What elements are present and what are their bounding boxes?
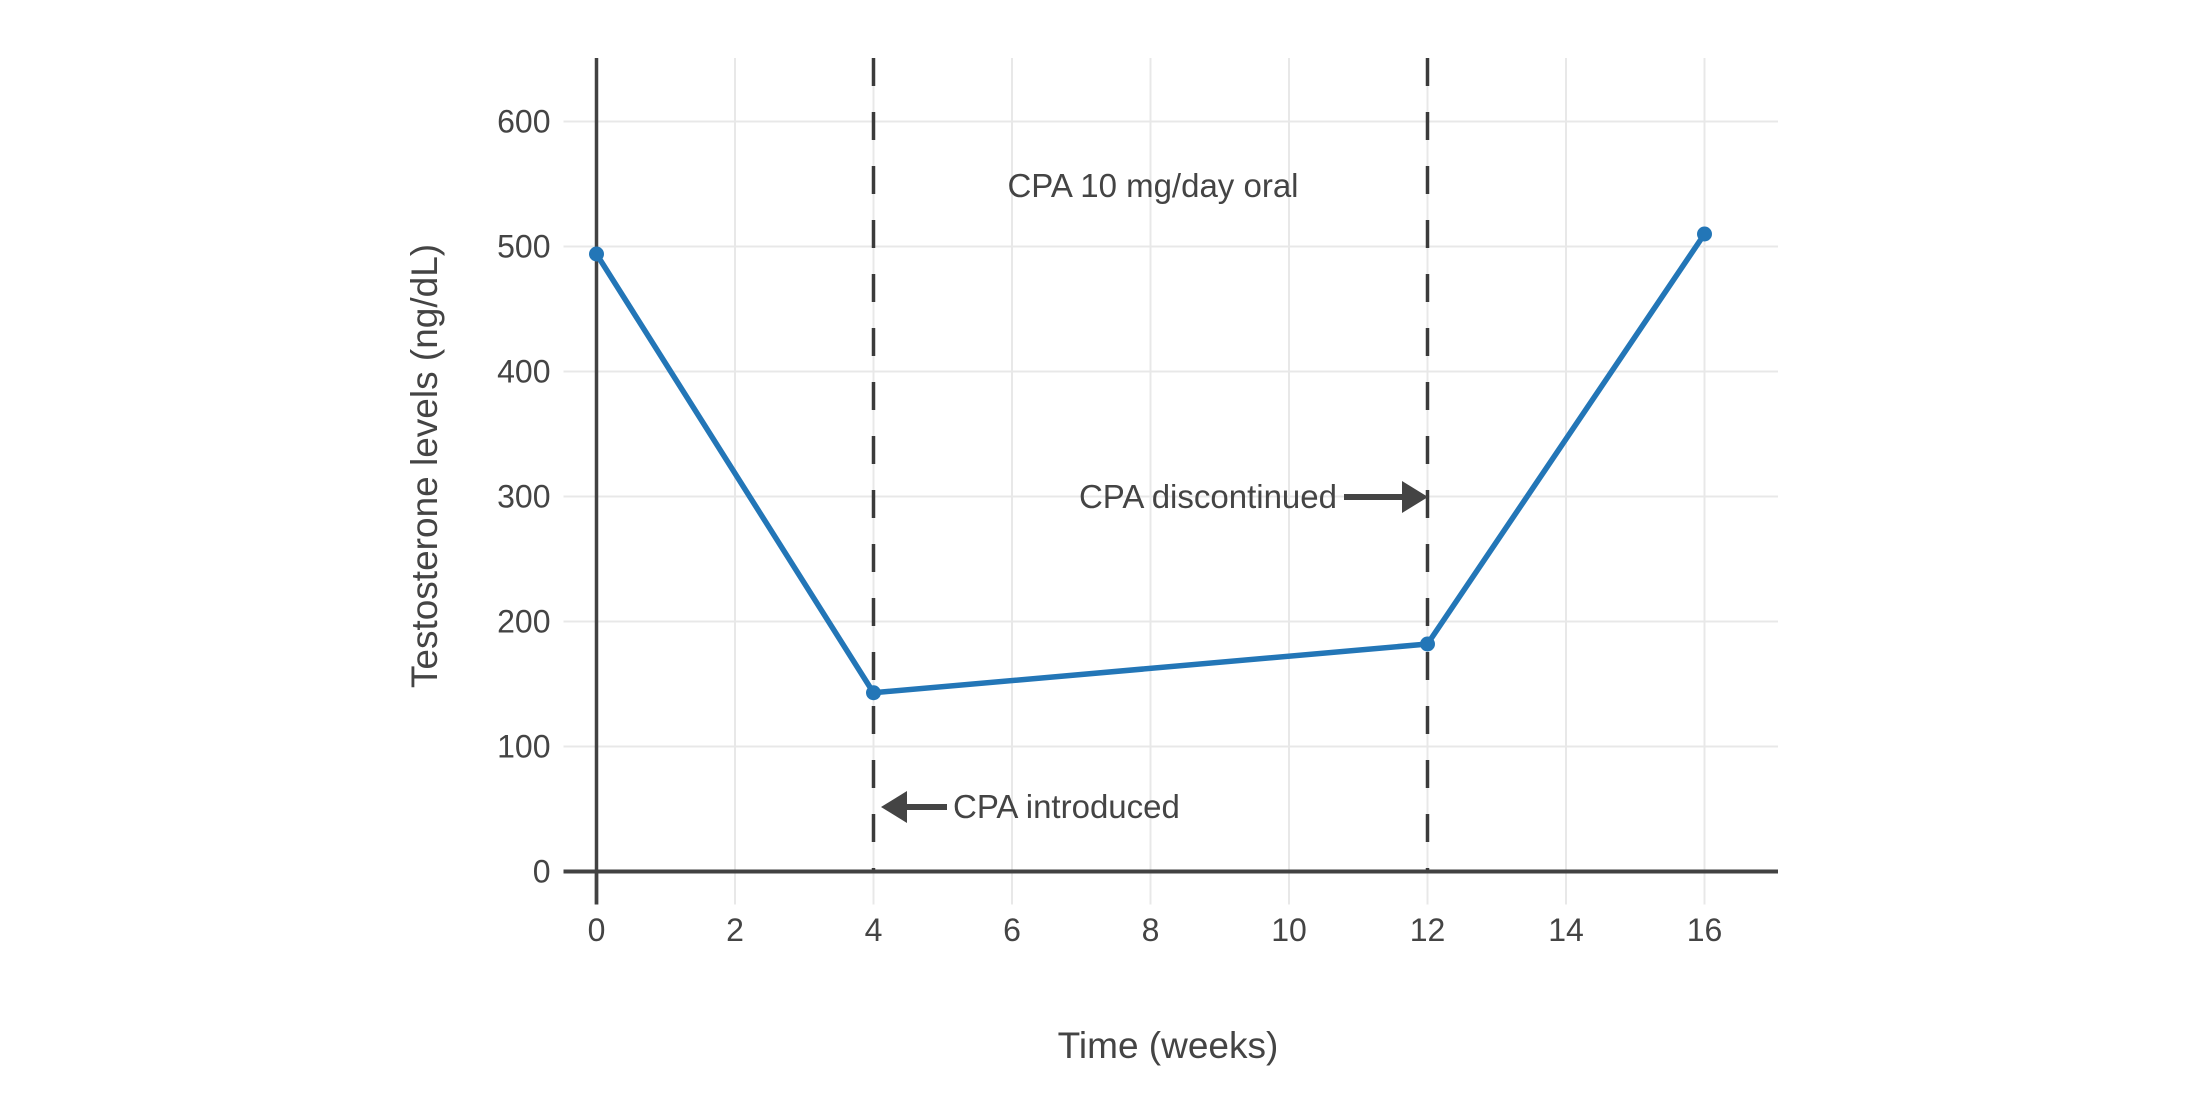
annotation-cpa-discontinued: CPA discontinued (1079, 478, 1337, 515)
y-tick-label: 100 (497, 729, 550, 765)
series-line (593, 231, 1708, 696)
data-series-layer (589, 226, 1712, 701)
y-tick-label: 300 (497, 479, 550, 515)
y-tick-label: 200 (497, 604, 550, 640)
data-point-week-12 (1420, 636, 1435, 652)
y-tick-label: 600 (497, 104, 550, 140)
y-tick-label: 500 (497, 229, 550, 265)
x-tick-label: 12 (1410, 912, 1446, 948)
y-axis-title: Testosterone levels (ng/dL) (404, 244, 445, 688)
y-tick-label: 400 (497, 354, 550, 390)
dashed-vlines-layer (871, 58, 1430, 872)
x-tick-label: 0 (588, 912, 606, 948)
axis-spines-layer (563, 58, 1778, 905)
left-arrow-icon (881, 791, 947, 823)
x-tick-label: 16 (1687, 912, 1723, 948)
x-axis-title: Time (weeks) (1058, 1025, 1279, 1066)
data-point-week-4 (866, 685, 881, 701)
x-tick-label: 2 (726, 912, 744, 948)
annotation-cpa-introduced: CPA introduced (953, 788, 1180, 825)
y-tick-label: 0 (533, 854, 551, 890)
x-tick-label: 14 (1548, 912, 1584, 948)
x-tick-label: 6 (1003, 912, 1021, 948)
x-tick-label: 8 (1142, 912, 1160, 948)
x-tick-label: 10 (1271, 912, 1307, 948)
data-point-week-16 (1697, 226, 1712, 242)
tick-labels-layer: 0 2 4 6 8 10 12 14 16 0 100 200 300 400 500 600 (497, 104, 1722, 949)
data-point-week-0 (589, 246, 604, 262)
right-arrow-icon (1344, 481, 1428, 513)
x-tick-label: 4 (865, 912, 883, 948)
annotation-cpa-dose: CPA 10 mg/day oral (1007, 167, 1298, 204)
